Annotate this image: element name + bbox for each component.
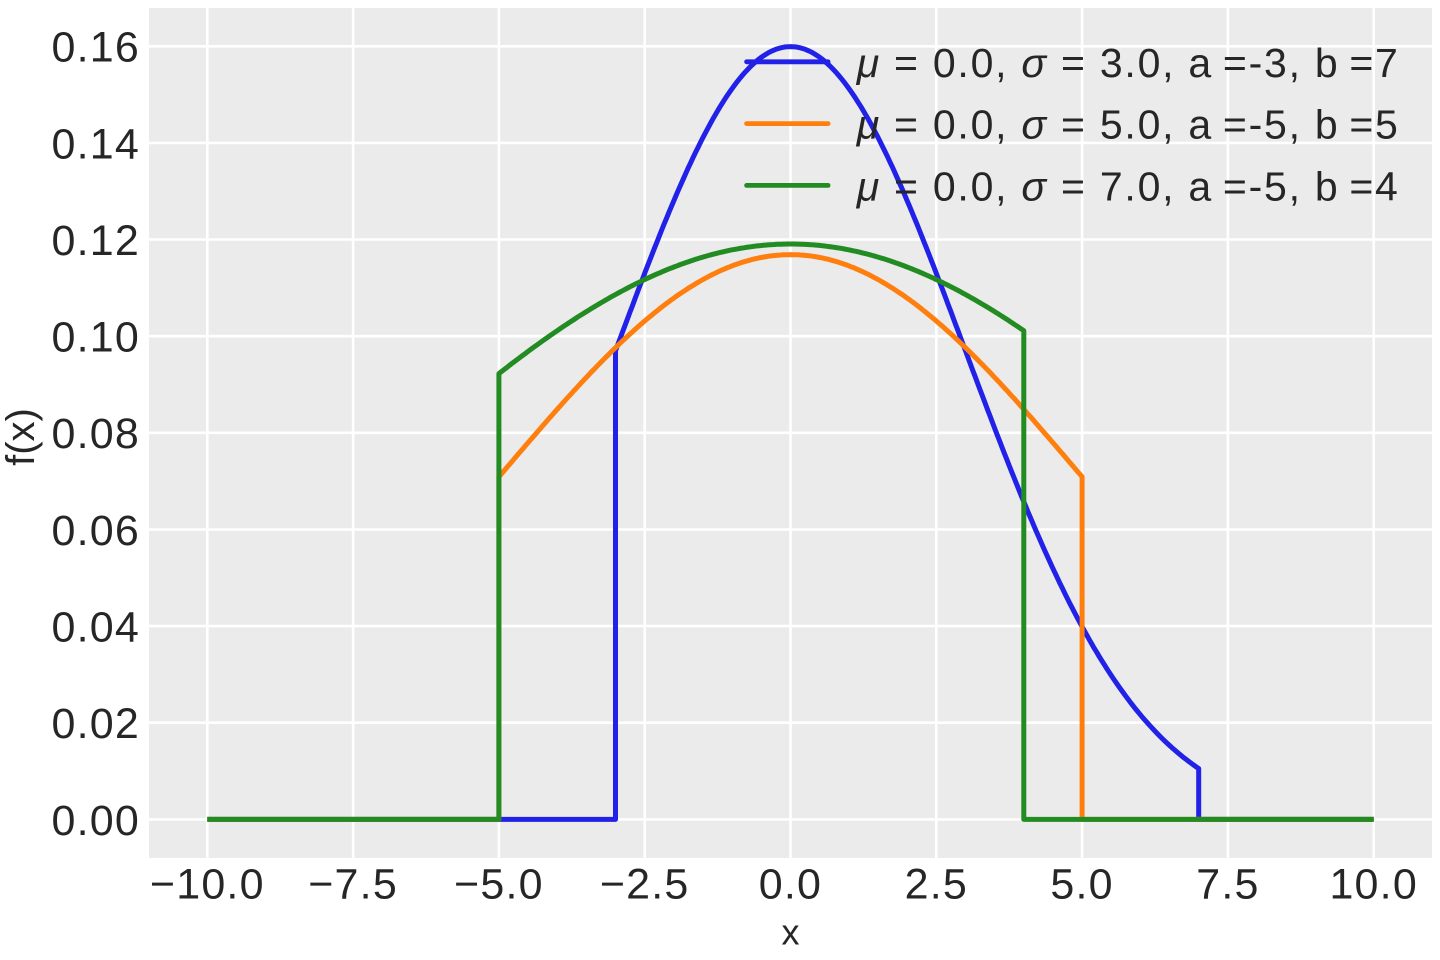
svg-text:0.00: 0.00 — [52, 797, 141, 845]
svg-text:μ = 0.0, σ = 3.0, a =-3, b =7: μ = 0.0, σ = 3.0, a =-3, b =7 — [856, 40, 1400, 86]
svg-text:0.16: 0.16 — [52, 24, 141, 72]
svg-text:0.10: 0.10 — [52, 314, 141, 362]
svg-text:−2.5: −2.5 — [600, 861, 690, 909]
svg-text:0.02: 0.02 — [52, 700, 141, 748]
svg-text:7.5: 7.5 — [1196, 861, 1259, 909]
svg-text:−5.0: −5.0 — [454, 861, 544, 909]
svg-text:−7.5: −7.5 — [308, 861, 398, 909]
svg-text:0.08: 0.08 — [52, 410, 141, 458]
svg-text:0.06: 0.06 — [52, 507, 141, 555]
svg-text:μ = 0.0, σ = 7.0, a =-5, b =4: μ = 0.0, σ = 7.0, a =-5, b =4 — [856, 163, 1400, 209]
svg-text:μ = 0.0, σ = 5.0, a =-5, b =5: μ = 0.0, σ = 5.0, a =-5, b =5 — [856, 102, 1400, 148]
svg-text:0.04: 0.04 — [52, 604, 141, 652]
svg-text:2.5: 2.5 — [905, 861, 968, 909]
svg-text:5.0: 5.0 — [1050, 861, 1113, 909]
svg-text:0.14: 0.14 — [52, 120, 141, 168]
svg-text:−10.0: −10.0 — [150, 861, 265, 909]
svg-text:0.0: 0.0 — [759, 861, 822, 909]
svg-text:x: x — [782, 912, 800, 953]
svg-text:f(x): f(x) — [0, 408, 43, 466]
svg-text:0.12: 0.12 — [52, 217, 141, 265]
svg-text:10.0: 10.0 — [1329, 861, 1418, 909]
